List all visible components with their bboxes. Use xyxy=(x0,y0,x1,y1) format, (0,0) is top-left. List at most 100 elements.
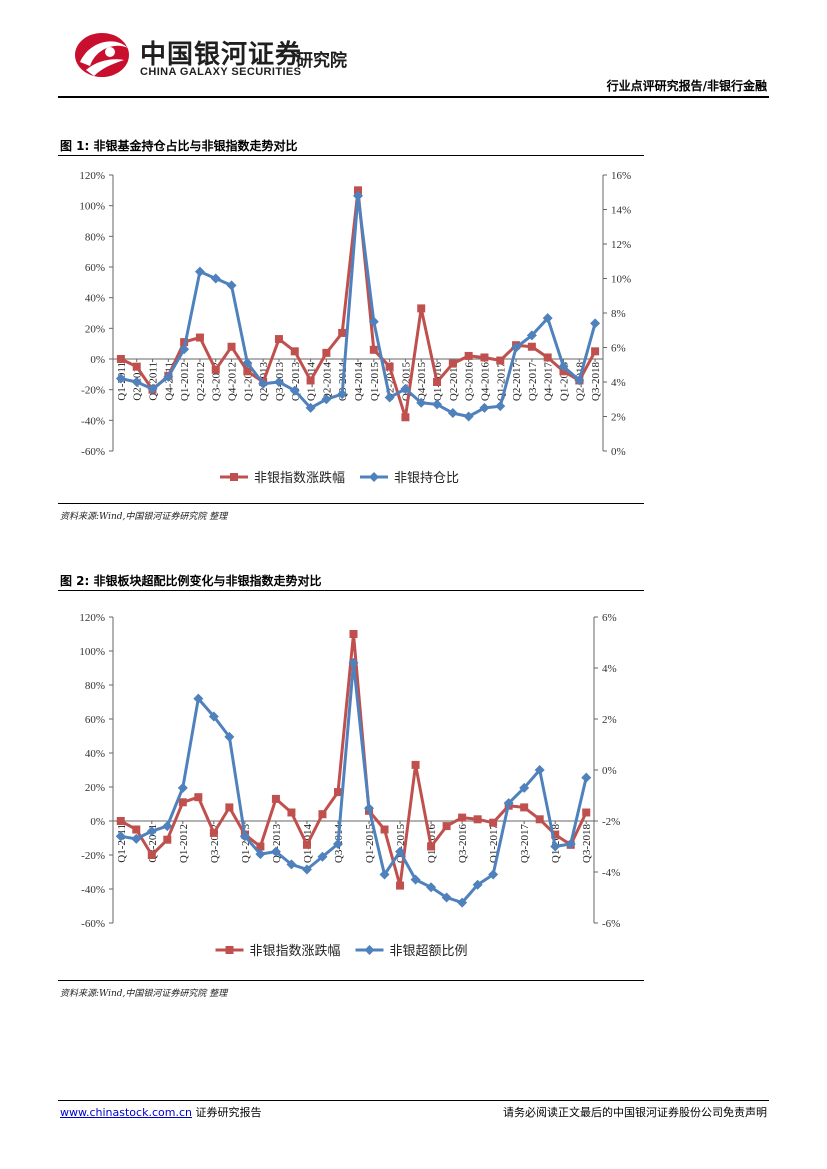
data-point-square xyxy=(333,788,342,797)
data-point-diamond xyxy=(131,377,142,387)
right-tick-label: 0% xyxy=(602,765,617,777)
footer-website-link[interactable]: www.chinastock.com.cn xyxy=(60,1106,192,1119)
legend-marker-square xyxy=(225,946,234,954)
research-institute-label: 研究院 xyxy=(296,51,347,71)
data-point-diamond xyxy=(581,772,592,783)
right-tick-label: 2% xyxy=(602,714,617,726)
left-tick-label: 100% xyxy=(79,201,105,213)
data-point-diamond xyxy=(457,897,468,908)
category-label: Q1-2012 xyxy=(179,362,191,401)
data-point-square xyxy=(496,356,505,365)
data-point-square xyxy=(195,333,204,342)
data-point-square xyxy=(551,830,560,839)
legend-label: 非银指数涨跌幅 xyxy=(250,943,341,958)
data-point-diamond xyxy=(426,882,437,893)
data-point-square xyxy=(473,815,482,824)
data-point-square xyxy=(354,186,362,195)
data-point-diamond xyxy=(368,316,379,327)
category-label: Q4-2015 xyxy=(416,362,428,402)
data-point-diamond xyxy=(317,851,328,862)
header-divider xyxy=(58,96,769,98)
data-point-diamond xyxy=(131,833,142,844)
left-tick-label: 120% xyxy=(79,170,105,182)
right-tick-label: 14% xyxy=(611,205,631,217)
data-point-diamond xyxy=(364,803,375,814)
data-point-diamond xyxy=(194,266,205,277)
data-point-diamond xyxy=(379,869,390,880)
data-point-diamond xyxy=(242,358,253,369)
data-point-diamond xyxy=(305,402,316,413)
category-label: Q4-2014 xyxy=(353,362,365,402)
data-point-diamond xyxy=(353,190,363,201)
data-point-diamond xyxy=(550,841,561,852)
right-tick-label: 2% xyxy=(611,412,626,424)
page-header: 中国银河证券 CHINA GALAXY SECURITIES 研究院 行业点评研… xyxy=(0,0,827,100)
figure-1-title: 图 1: 非银基金持仓占比与非银指数走势对比 xyxy=(60,139,298,153)
figure-2-bottom-rule xyxy=(58,980,644,981)
data-point-square xyxy=(338,328,347,337)
data-point-diamond xyxy=(400,383,411,394)
data-point-square xyxy=(163,835,172,844)
data-point-diamond xyxy=(226,280,237,291)
left-tick-label: 0% xyxy=(90,816,105,828)
brand-name-en: CHINA GALAXY SECURITIES xyxy=(140,66,302,78)
category-label: Q1-2015 xyxy=(364,824,376,864)
data-point-diamond xyxy=(495,401,506,412)
brand-name-cn: 中国银河证券 xyxy=(140,40,303,70)
data-point-diamond xyxy=(239,831,250,842)
data-point-square xyxy=(433,378,442,386)
figure-1-top-rule xyxy=(58,155,644,156)
data-point-square xyxy=(290,347,299,356)
category-label: Q3-2018 xyxy=(590,362,602,402)
legend-marker-square xyxy=(230,473,238,481)
data-point-diamond xyxy=(503,798,514,809)
data-point-diamond xyxy=(574,375,585,386)
right-tick-label: 4% xyxy=(611,377,626,389)
right-tick-label: 10% xyxy=(611,274,631,286)
data-point-diamond xyxy=(441,892,452,903)
legend-marker-diamond xyxy=(364,945,375,955)
data-point-square xyxy=(489,818,498,827)
data-point-diamond xyxy=(432,399,443,410)
data-point-square xyxy=(178,798,187,807)
right-tick-label: 16% xyxy=(611,170,631,182)
data-point-diamond xyxy=(542,313,553,324)
category-label: Q4-2012 xyxy=(227,362,239,401)
figure-2-source: 资料来源:Wind,中国银河证券研究院 整理 xyxy=(60,989,228,999)
data-point-diamond xyxy=(224,731,235,742)
data-point-diamond xyxy=(558,361,569,372)
category-label: Q2-2016 xyxy=(448,362,460,402)
data-point-diamond xyxy=(301,864,312,875)
left-tick-label: -60% xyxy=(81,446,105,458)
footer-left: www.chinastock.com.cn 证券研究报告 xyxy=(60,1104,261,1120)
data-point-square xyxy=(302,840,311,849)
left-tick-label: 60% xyxy=(85,714,105,726)
figure-2-title: 图 2: 非银板块超配比例变化与非银指数走势对比 xyxy=(60,574,322,588)
data-point-diamond xyxy=(384,392,395,403)
right-tick-label: 6% xyxy=(611,343,626,355)
data-point-diamond xyxy=(447,408,458,419)
right-tick-label: -4% xyxy=(602,867,620,879)
data-point-diamond xyxy=(208,711,219,722)
legend-label: 非银超额比例 xyxy=(390,943,468,958)
left-tick-label: -20% xyxy=(81,850,105,862)
legend-marker-diamond xyxy=(369,472,379,482)
data-point-square xyxy=(543,353,552,362)
data-point-square xyxy=(527,342,536,351)
left-tick-label: 80% xyxy=(85,680,105,692)
data-point-square xyxy=(442,822,451,831)
data-point-square xyxy=(132,825,141,834)
left-tick-label: 100% xyxy=(79,646,105,658)
data-point-square xyxy=(225,803,234,812)
left-tick-label: -20% xyxy=(81,385,105,397)
legend-label: 非银持仓比 xyxy=(394,470,459,485)
category-label: Q2-2012 xyxy=(195,362,207,401)
data-point-diamond xyxy=(488,869,499,880)
data-point-square xyxy=(271,794,280,803)
data-point-diamond xyxy=(534,765,545,775)
data-point-diamond xyxy=(321,394,332,405)
data-point-square xyxy=(306,376,315,385)
category-label: Q3-2017 xyxy=(527,362,539,402)
data-point-square xyxy=(401,413,410,422)
data-point-diamond xyxy=(332,838,343,849)
